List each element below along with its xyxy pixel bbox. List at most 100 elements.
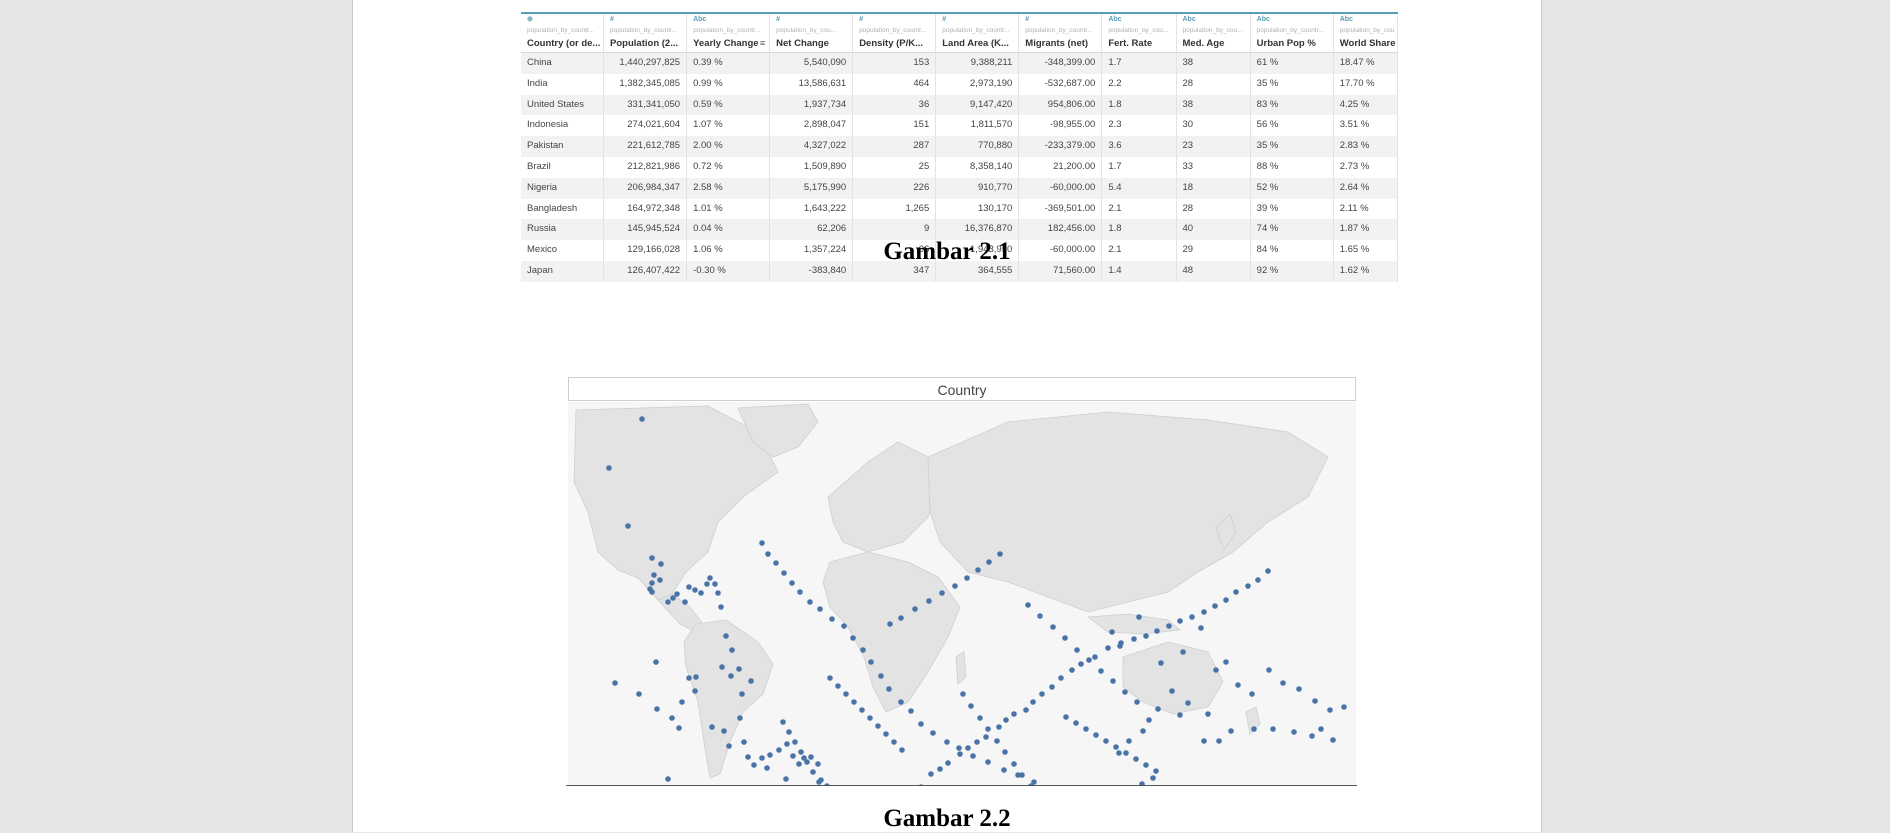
country-dot[interactable] [718,604,724,610]
country-dot[interactable] [824,783,830,785]
country-dot[interactable] [1002,749,1008,755]
country-dot[interactable] [859,707,865,713]
country-dot[interactable] [790,753,796,759]
country-dot[interactable] [1058,675,1064,681]
country-dot[interactable] [692,587,698,593]
country-dot[interactable] [789,580,795,586]
country-dot[interactable] [1169,688,1175,694]
country-dot[interactable] [1312,698,1318,704]
country-dot[interactable] [817,606,823,612]
country-dot[interactable] [956,745,962,751]
country-dot[interactable] [1198,625,1204,631]
table-row[interactable]: Brazil 212,821,986 0.72 % 1,509,890 25 8,358,… [521,156,1398,178]
country-dot[interactable] [887,621,893,627]
country-dot[interactable] [665,776,671,782]
country-dot[interactable] [1143,762,1149,768]
country-dot[interactable] [1223,659,1229,665]
country-dot[interactable] [1139,781,1145,785]
country-dot[interactable] [780,719,786,725]
country-dot[interactable] [918,721,924,727]
country-dot[interactable] [843,691,849,697]
country-dot[interactable] [898,615,904,621]
country-dot[interactable] [1023,707,1029,713]
country-dot[interactable] [693,674,699,680]
country-dot[interactable] [721,728,727,734]
country-dot[interactable] [891,739,897,745]
table-row[interactable]: Indonesia 274,021,604 1.07 % 2,898,047 151 1,… [521,115,1398,137]
country-dot[interactable] [801,755,807,761]
country-dot[interactable] [783,776,789,782]
country-dot[interactable] [868,659,874,665]
country-dot[interactable] [737,715,743,721]
column-header[interactable]: Land Area (K... [936,36,1020,53]
country-dot[interactable] [1019,772,1025,778]
country-dot[interactable] [968,703,974,709]
country-dot[interactable] [944,739,950,745]
table-row[interactable]: Pakistan 221,612,785 2.00 % 4,327,022 287 770… [521,136,1398,157]
country-dot[interactable] [1177,618,1183,624]
country-dot[interactable] [1078,661,1084,667]
country-dot[interactable] [786,729,792,735]
column-header[interactable]: World Share [1333,36,1398,53]
country-dot[interactable] [1296,686,1302,692]
country-dot[interactable] [1166,623,1172,629]
country-dot[interactable] [784,741,790,747]
country-dot[interactable] [1063,714,1069,720]
country-dot[interactable] [1291,729,1297,735]
country-dot[interactable] [807,599,813,605]
country-dot[interactable] [647,586,653,592]
country-dot[interactable] [1123,750,1129,756]
country-dot[interactable] [1103,738,1109,744]
country-dot[interactable] [657,577,663,583]
country-dot[interactable] [1031,779,1037,785]
country-dot[interactable] [1098,668,1104,674]
country-dot[interactable] [796,761,802,767]
country-dot[interactable] [797,589,803,595]
country-dot[interactable] [686,584,692,590]
country-dot[interactable] [1245,583,1251,589]
country-dot[interactable] [986,559,992,565]
country-dot[interactable] [654,706,660,712]
country-dot[interactable] [1001,767,1007,773]
country-dot[interactable] [808,754,814,760]
country-dot[interactable] [1177,712,1183,718]
country-dot[interactable] [918,784,924,785]
country-dot[interactable] [682,599,688,605]
country-dot[interactable] [997,551,1003,557]
country-dot[interactable] [759,755,765,761]
country-dot[interactable] [1011,761,1017,767]
country-dot[interactable] [815,761,821,767]
country-dot[interactable] [1255,577,1261,583]
country-dot[interactable] [1309,733,1315,739]
country-dot[interactable] [841,623,847,629]
sort-descending-icon[interactable]: ≡ [759,38,766,48]
country-dot[interactable] [899,747,905,753]
column-header[interactable]: Country (or de... [521,36,605,53]
country-dot[interactable] [729,647,735,653]
country-dot[interactable] [1122,689,1128,695]
country-dot[interactable] [712,581,718,587]
country-dot[interactable] [1113,744,1119,750]
country-dot[interactable] [1062,635,1068,641]
table-row[interactable]: Mexico 129,166,028 1.06 % 1,357,224 66 1,943,… [521,240,1398,261]
country-dot[interactable] [686,675,692,681]
country-dot[interactable] [709,724,715,730]
country-dot[interactable] [639,416,645,422]
country-dot[interactable] [1109,629,1115,635]
country-dot[interactable] [974,739,980,745]
country-dot[interactable] [1011,711,1017,717]
country-dot[interactable] [985,726,991,732]
country-dot[interactable] [606,465,612,471]
country-dot[interactable] [810,769,816,775]
country-dot[interactable] [649,555,655,561]
country-dot[interactable] [1028,783,1034,785]
country-dot[interactable] [945,760,951,766]
country-dot[interactable] [960,691,966,697]
country-dot[interactable] [985,759,991,765]
table-row[interactable]: China 1,440,297,825 0.39 % 5,540,090 153 9,38… [521,53,1398,74]
country-dot[interactable] [1216,738,1222,744]
country-dot[interactable] [776,747,782,753]
table-row[interactable]: Bangladesh 164,972,348 1.01 % 1,643,222 1,26… [521,198,1398,220]
country-dot[interactable] [1265,568,1271,574]
country-dot[interactable] [983,734,989,740]
